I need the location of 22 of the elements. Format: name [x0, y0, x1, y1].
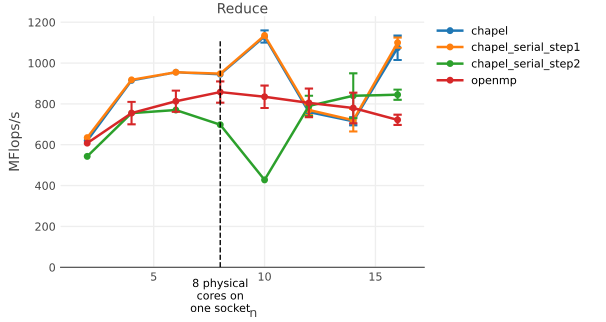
- x-tick-label: 5: [151, 272, 156, 281]
- legend-label: chapel: [472, 26, 508, 37]
- y-axis-title: MFlops/s: [8, 112, 22, 170]
- legend-label: chapel_serial_step1: [472, 42, 580, 54]
- y-tick-label: 1200: [28, 18, 55, 27]
- y-tick-label: 600: [35, 140, 55, 150]
- x-tick-label: 15: [370, 272, 382, 281]
- ref-line-label: 8 physical cores on one socket: [190, 278, 250, 312]
- y-tick-label: 800: [35, 100, 55, 108]
- legend-label: chapel_serial_step2: [472, 59, 580, 70]
- y-tick-label: 0: [49, 263, 55, 272]
- y-tick-label: 400: [35, 182, 55, 190]
- x-tick-label: 10: [258, 272, 271, 281]
- chart-title: Reduce: [218, 2, 268, 14]
- y-tick-label: 1000: [28, 59, 55, 68]
- point: [84, 152, 91, 160]
- point: [84, 140, 91, 147]
- y-tick-label: 200: [35, 222, 55, 231]
- legend-label: openmp: [472, 78, 516, 86]
- point: [84, 134, 91, 142]
- point: [261, 176, 268, 184]
- x-axis-title: n: [250, 310, 256, 317]
